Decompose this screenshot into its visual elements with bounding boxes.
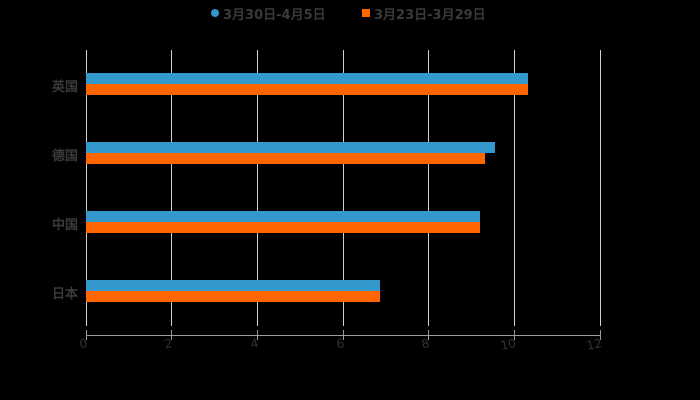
bar-china-series-2[interactable] bbox=[86, 222, 481, 233]
bar-uk-series-2[interactable] bbox=[86, 84, 529, 95]
x-tick bbox=[257, 330, 258, 340]
x-tick bbox=[343, 330, 344, 340]
bar-china-series-1[interactable] bbox=[86, 211, 481, 222]
x-tick bbox=[514, 330, 515, 340]
x-tick bbox=[171, 330, 172, 340]
y-category-label: 德国 bbox=[51, 149, 78, 164]
gridline bbox=[600, 50, 601, 326]
bar-germany-series-2[interactable] bbox=[86, 153, 486, 164]
legend-item-series-2[interactable]: 3月23日-3月29日 bbox=[362, 4, 486, 23]
x-tick bbox=[600, 330, 601, 340]
legend-label: 3月23日-3月29日 bbox=[374, 7, 486, 23]
legend-marker-circle-icon bbox=[211, 9, 219, 17]
x-tick-label: 6 bbox=[335, 336, 346, 352]
x-tick-label: 4 bbox=[249, 336, 260, 352]
gridline bbox=[428, 50, 429, 326]
y-category-label: 英国 bbox=[51, 80, 78, 95]
y-category-label: 日本 bbox=[51, 287, 78, 302]
gridline bbox=[257, 50, 258, 326]
x-tick-label: 8 bbox=[420, 336, 431, 352]
gridline bbox=[86, 50, 87, 326]
bar-uk-series-1[interactable] bbox=[86, 73, 529, 84]
bar-japan-series-1[interactable] bbox=[86, 280, 380, 291]
y-category-label: 中国 bbox=[51, 218, 78, 233]
gridline bbox=[343, 50, 344, 326]
x-tick bbox=[86, 330, 87, 340]
gridline bbox=[514, 50, 515, 326]
legend-marker-square-icon bbox=[362, 9, 370, 17]
x-tick-label: 2 bbox=[163, 336, 174, 352]
x-tick-label: 0 bbox=[78, 336, 89, 352]
bar-japan-series-2[interactable] bbox=[86, 291, 380, 302]
gridline bbox=[171, 50, 172, 326]
x-tick-label: 12 bbox=[585, 336, 603, 353]
chart-legend: 3月30日-4月5日 3月23日-3月29日 bbox=[0, 4, 700, 23]
legend-item-series-1[interactable]: 3月30日-4月5日 bbox=[211, 4, 326, 23]
x-tick bbox=[428, 330, 429, 340]
x-tick-label: 10 bbox=[499, 336, 517, 353]
bar-germany-series-1[interactable] bbox=[86, 142, 496, 153]
legend-label: 3月30日-4月5日 bbox=[223, 7, 326, 23]
